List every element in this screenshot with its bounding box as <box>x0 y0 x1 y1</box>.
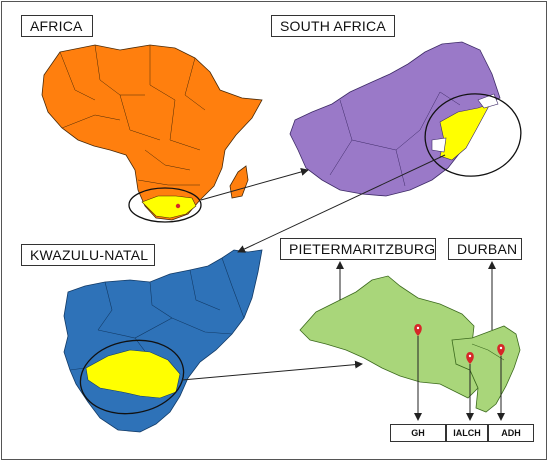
south-africa-callout-ellipse <box>424 93 522 177</box>
gh-pin <box>414 324 422 336</box>
arrow-kzn-to-metro <box>181 360 363 381</box>
africa-continent <box>41 44 263 221</box>
metro-map <box>299 275 521 413</box>
arrow-africa-to-south-africa <box>200 168 309 201</box>
africa-label: AFRICA <box>21 15 93 37</box>
africa-callout-ellipse <box>128 187 202 223</box>
lesotho-gap <box>431 137 447 153</box>
kwazulu-natal-map <box>63 249 263 433</box>
south-africa-map <box>289 41 522 197</box>
pietermaritzburg-label: PIETERMARITZBURG <box>280 238 436 260</box>
south-africa-borders <box>329 91 461 187</box>
madagascar <box>229 165 249 199</box>
adh-pin <box>497 344 505 356</box>
south-africa-label: SOUTH AFRICA <box>271 15 395 37</box>
gh-hospital-label: GH <box>390 424 446 442</box>
kzn-callout-ellipse <box>79 339 185 415</box>
arrow-south-africa-to-kzn <box>237 154 446 253</box>
durban-label: DURBAN <box>448 238 522 260</box>
ialch-hospital-label: IALCH <box>446 424 488 442</box>
kzn-marker <box>175 203 181 209</box>
adh-hospital-label: ADH <box>488 424 534 442</box>
kzn-borders <box>69 257 245 371</box>
connector-arrows <box>181 154 505 421</box>
pietermaritzburg-district <box>299 275 479 399</box>
africa-borders <box>59 44 206 186</box>
africa-map <box>41 44 263 223</box>
south-africa-highlight <box>141 195 197 219</box>
kwazulu-natal-label: KWAZULU-NATAL <box>21 244 155 266</box>
ialch-pin <box>466 352 474 364</box>
